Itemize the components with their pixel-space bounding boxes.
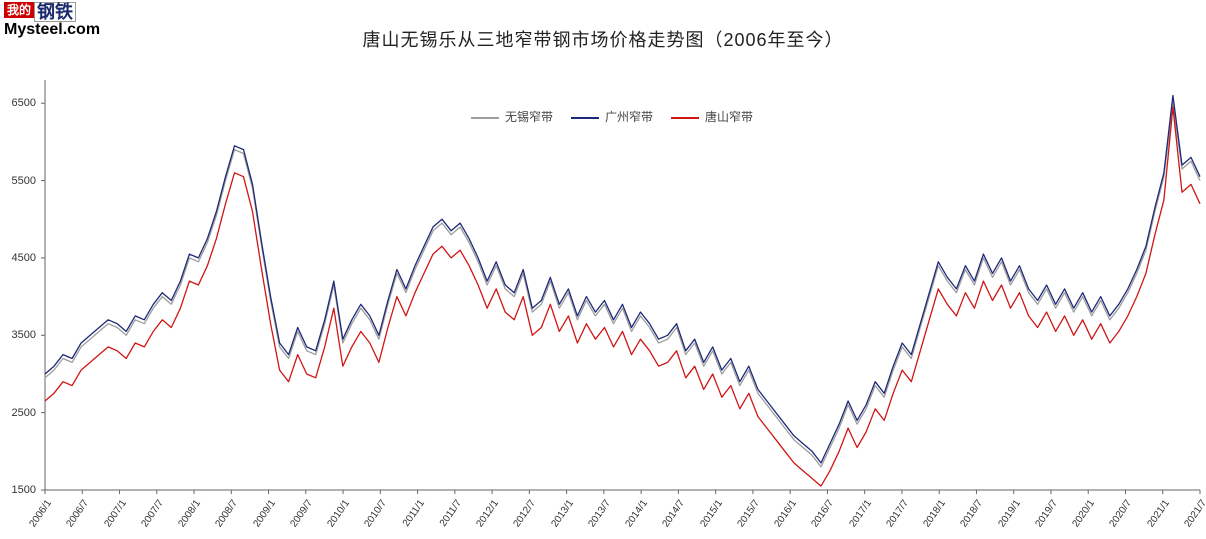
legend-swatch: [671, 117, 699, 119]
price-line-chart: [0, 0, 1206, 539]
legend-label: 唐山窄带: [705, 110, 753, 124]
y-tick-label: 5500: [12, 175, 36, 187]
legend-swatch: [571, 117, 599, 119]
legend-swatch: [471, 117, 499, 119]
legend-label: 广州窄带: [605, 110, 653, 124]
y-tick-label: 4500: [12, 252, 36, 264]
legend-label: 无锡窄带: [505, 110, 553, 124]
y-tick-label: 2500: [12, 407, 36, 419]
y-tick-label: 1500: [12, 484, 36, 496]
y-tick-label: 6500: [12, 97, 36, 109]
y-tick-label: 3500: [12, 329, 36, 341]
chart-legend: 无锡窄带 广州窄带 唐山窄带: [0, 108, 1206, 125]
